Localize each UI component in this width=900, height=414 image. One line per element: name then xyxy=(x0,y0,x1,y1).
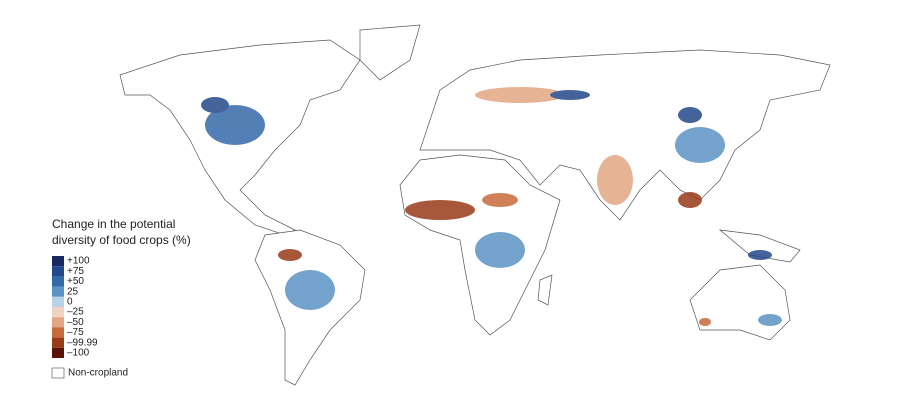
legend-label: +75 xyxy=(67,266,84,277)
legend-label: –99.99 xyxy=(67,337,98,348)
cropland-change xyxy=(201,87,782,326)
legend-swatch xyxy=(52,337,64,348)
legend-title: diversity of food crops (%) xyxy=(52,233,191,247)
non-cropland-swatch xyxy=(51,367,65,379)
legend-label: 25 xyxy=(67,286,79,297)
legend-title: Change in the potential xyxy=(52,217,175,231)
legend-label: Non-cropland xyxy=(68,368,128,379)
legend-label: –75 xyxy=(67,327,84,338)
legend: Change in the potential diversity of foo… xyxy=(51,217,191,379)
legend-swatch xyxy=(52,327,64,338)
legend-swatch xyxy=(52,317,64,328)
legend-swatch xyxy=(52,286,64,297)
legend-label: +50 xyxy=(67,276,84,287)
legend-label: –100 xyxy=(67,348,90,359)
legend-label: +100 xyxy=(67,256,90,267)
land-outlines xyxy=(119,24,831,386)
legend-swatch xyxy=(52,276,64,287)
legend-swatch xyxy=(52,347,64,358)
legend-swatch xyxy=(52,266,64,277)
legend-swatch xyxy=(52,307,64,318)
legend-swatch xyxy=(52,256,64,267)
legend-label: –25 xyxy=(67,307,84,318)
legend-label: –50 xyxy=(67,317,84,328)
legend-label: 0 xyxy=(67,297,73,308)
legend-swatch xyxy=(52,296,64,307)
